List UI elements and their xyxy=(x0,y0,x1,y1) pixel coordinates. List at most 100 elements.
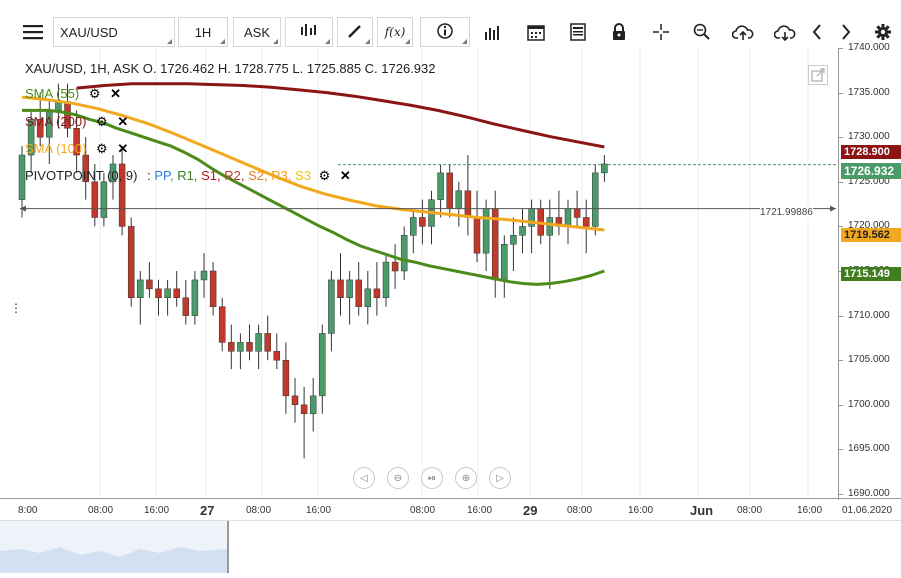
time-tick-label: 29 xyxy=(523,503,538,518)
candle-body xyxy=(282,359,290,397)
price-type-select[interactable]: ASK xyxy=(233,17,281,47)
legend-sma100[interactable]: SMA (100) ⚙ ✕ xyxy=(25,141,128,157)
interval-select[interactable]: 1H xyxy=(178,17,228,47)
chevron-right-icon[interactable] xyxy=(833,17,859,47)
price-tick-label: 1720.000 xyxy=(848,220,890,232)
candle-body xyxy=(100,181,108,218)
zoom-icon[interactable] xyxy=(687,17,717,47)
function-button[interactable]: f(x) xyxy=(377,17,413,47)
price-axis-border xyxy=(838,48,839,500)
sma55-gear-icon[interactable]: ⚙ xyxy=(88,86,101,101)
price-axis: 1740.000 1735.000 1730.000 1725.000 1720.000… xyxy=(838,42,901,500)
time-tick-label: 08:00 xyxy=(567,505,593,516)
price-tick xyxy=(838,494,843,495)
sma200-line xyxy=(76,82,605,149)
hline-label: 1721.99886 xyxy=(760,207,813,218)
time-tick-label: 16:00 xyxy=(797,505,823,516)
price-tick xyxy=(838,315,843,317)
bars-icon[interactable] xyxy=(478,17,508,47)
time-axis: 8:00 08:00 16:00 27 08:00 16:00 08:00 16:00 29 08… xyxy=(0,498,901,521)
candle-body xyxy=(319,333,326,397)
drag-handle-icon[interactable]: ⋮ xyxy=(10,301,22,315)
legend-pivotpoint[interactable]: PIVOTPOINT (0, 9) : PP, R1, S1, R2, S2, … xyxy=(25,168,351,184)
candle-body xyxy=(309,395,317,414)
time-tick-label: 08:00 xyxy=(88,505,114,516)
pivot-s1: S1, xyxy=(201,168,221,183)
candle-body xyxy=(382,261,390,299)
price-tick xyxy=(838,137,843,139)
price-tick-label: 1740.000 xyxy=(848,42,890,53)
candle-body xyxy=(437,172,444,200)
candle-body xyxy=(273,351,281,361)
cloud-download-icon[interactable] xyxy=(770,17,800,47)
price-tick xyxy=(838,92,843,94)
candle-body xyxy=(246,342,253,352)
price-tick-label: 1690.000 xyxy=(848,488,890,499)
candle-body xyxy=(564,208,572,227)
time-tick-label: 8:00 xyxy=(18,505,38,516)
scroll-left-button[interactable]: ◁ xyxy=(353,467,375,489)
candle-body xyxy=(264,333,271,352)
zoom-in-button[interactable]: ⊕ xyxy=(455,467,477,489)
zoom-out-button[interactable]: ⊖ xyxy=(387,467,409,489)
chevron-left-icon[interactable] xyxy=(804,17,830,47)
triangle-right-icon: ▷ xyxy=(496,472,504,484)
pivot-r2: R2, xyxy=(224,168,245,183)
time-tick-label: 01.06.2020 xyxy=(842,505,893,516)
draw-button[interactable] xyxy=(337,17,373,47)
sheet-icon[interactable] xyxy=(563,17,593,47)
candles-icon xyxy=(299,23,319,42)
toolbar: XAU/USD 1H ASK f(x) xyxy=(0,0,901,60)
hline-right-arrow xyxy=(830,205,836,212)
sma55-close-icon[interactable]: ✕ xyxy=(110,86,121,101)
info-button[interactable] xyxy=(420,17,470,47)
sma200-gear-icon[interactable]: ⚙ xyxy=(96,114,108,129)
legend-sma200[interactable]: SMA (200) ⚙ ✕ xyxy=(25,114,128,130)
candle-body xyxy=(446,172,453,209)
candle-body xyxy=(137,279,144,299)
legend-header: XAU/USD, 1H, ASK O. 1726.462 H. 1728.775… xyxy=(25,61,436,76)
candle-body xyxy=(255,333,262,352)
candle-body xyxy=(482,208,490,254)
sma200-label: SMA (200) xyxy=(25,114,87,129)
sma55-line xyxy=(22,108,605,286)
candle-body xyxy=(82,154,89,183)
sma200-close-icon[interactable]: ✕ xyxy=(117,114,129,129)
sma100-close-icon[interactable]: ✕ xyxy=(117,141,129,156)
zoom-in-icon: ⊕ xyxy=(461,472,471,484)
lock-icon[interactable] xyxy=(604,17,634,47)
time-tick-label: Jun xyxy=(690,503,714,518)
price-tick xyxy=(838,449,843,451)
candle-body xyxy=(200,270,208,281)
price-chart[interactable] xyxy=(18,48,838,498)
candle-body xyxy=(337,279,344,299)
legend-sma55[interactable]: SMA (55) ⚙ ✕ xyxy=(25,86,121,102)
cloud-upload-icon[interactable] xyxy=(728,17,758,47)
pivot-gear-icon[interactable]: ⚙ xyxy=(318,168,331,183)
menu-icon[interactable] xyxy=(18,17,48,47)
price-tick xyxy=(838,360,843,362)
symbol-select[interactable]: XAU/USD xyxy=(53,17,175,47)
expand-icon[interactable] xyxy=(808,65,828,85)
scroll-right-button[interactable]: ▷ xyxy=(489,467,511,489)
pivot-sep: : xyxy=(147,168,151,183)
candle-body xyxy=(582,217,590,227)
candle-body xyxy=(91,181,99,218)
candle-body xyxy=(27,119,35,156)
candle-body xyxy=(228,342,235,352)
candle-body xyxy=(300,404,308,414)
reset-button[interactable]: ⏯ xyxy=(421,467,443,489)
reset-icon: ⏯ xyxy=(428,472,436,484)
calendar-icon[interactable] xyxy=(521,17,551,47)
sma100-gear-icon[interactable]: ⚙ xyxy=(96,141,108,156)
zoom-out-icon: ⊖ xyxy=(393,472,403,484)
pivot-close-icon[interactable]: ✕ xyxy=(339,168,351,183)
crosshair-icon[interactable] xyxy=(646,17,676,47)
price-tick-label: 1700.000 xyxy=(848,398,890,410)
gear-icon[interactable] xyxy=(868,17,898,47)
time-tick-label: 16:00 xyxy=(144,505,170,516)
time-tick-label: 16:00 xyxy=(628,505,654,516)
time-tick-label: 16:00 xyxy=(306,505,332,516)
chart-type-button[interactable] xyxy=(285,17,333,47)
navigator[interactable] xyxy=(0,520,901,573)
